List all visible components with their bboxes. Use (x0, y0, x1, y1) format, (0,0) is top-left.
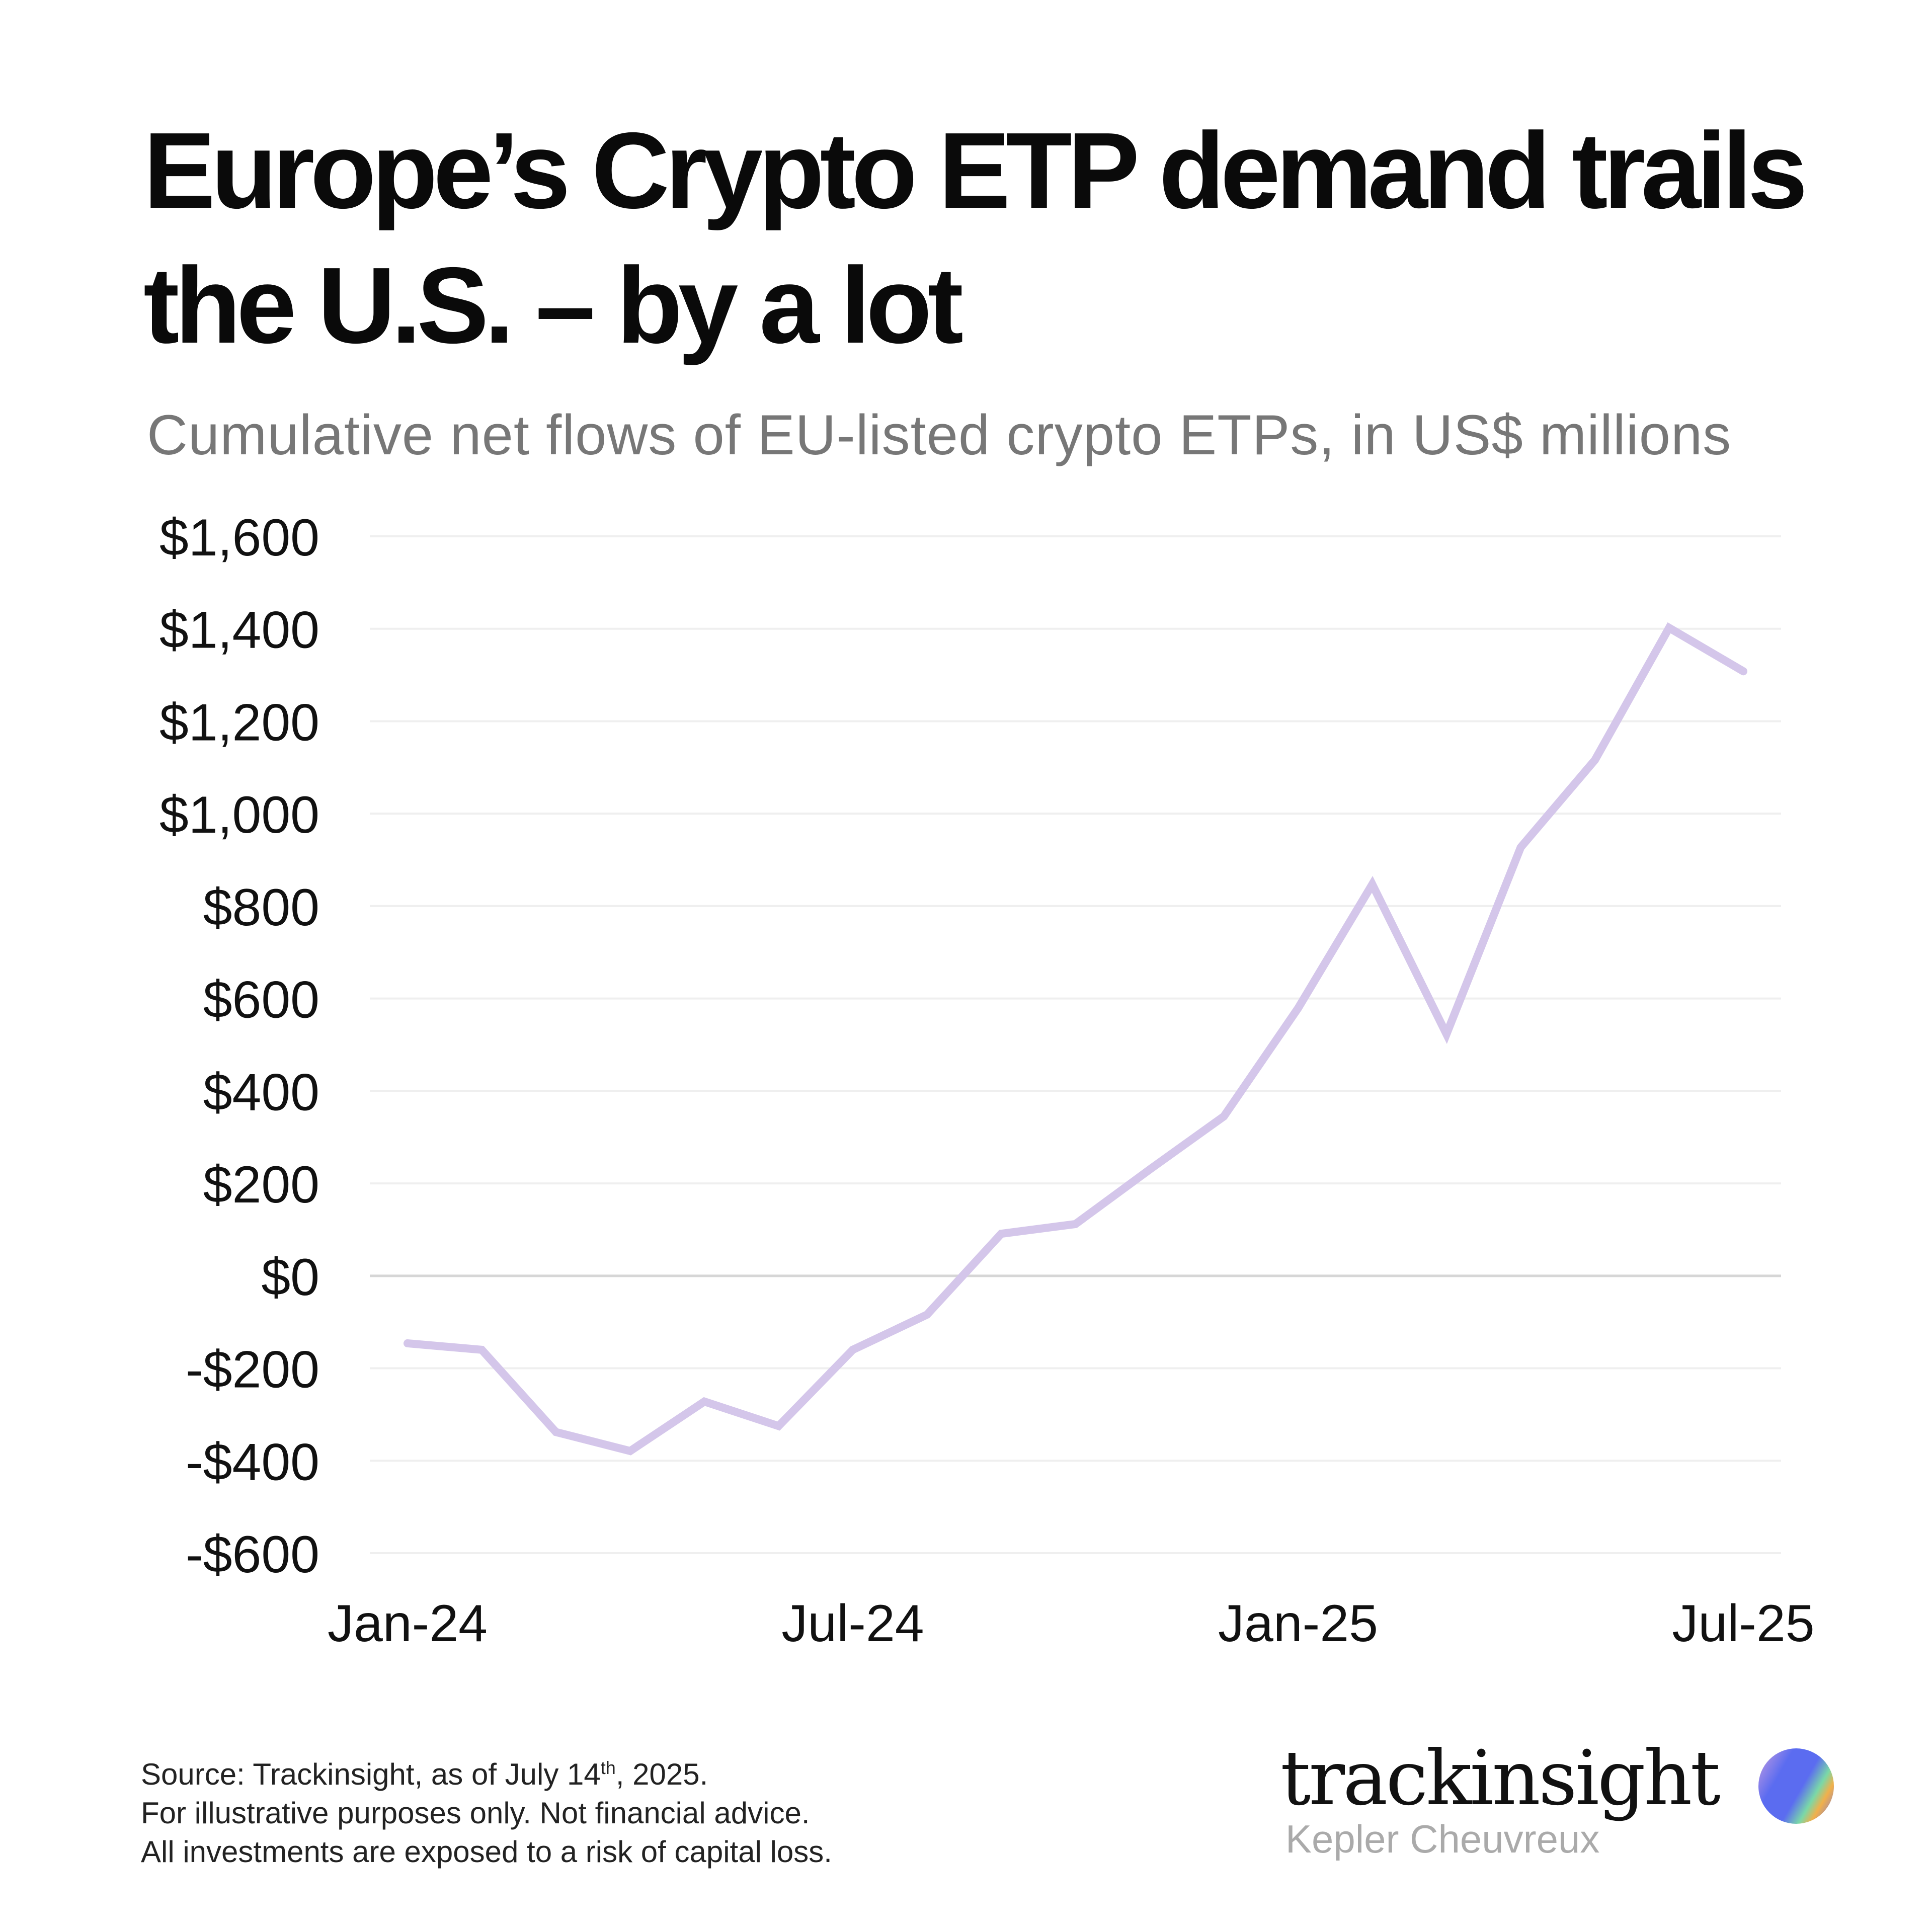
footer-notes: Source: Trackinsight, as of July 14th, 2… (141, 1748, 832, 1871)
y-tick-label: $800 (203, 878, 319, 937)
y-tick-label: $200 (203, 1156, 319, 1214)
y-tick-label: $1,200 (159, 693, 319, 752)
y-tick-label: $600 (203, 971, 319, 1029)
source-note: Source: Trackinsight, as of July 14th, 2… (141, 1757, 708, 1791)
x-tick-label: Jul-24 (781, 1594, 924, 1653)
chart-title: Europe’s Crypto ETP demand trails the U.… (143, 110, 1808, 366)
chart-subtitle: Cumulative net flows of EU-listed crypto… (147, 404, 1732, 466)
logo-wordmark: trackinsight (1280, 1735, 1721, 1822)
series-line (404, 622, 1747, 1456)
y-axis-labels: $1,600 $1,400 $1,200 $1,000 $800 $600 $400 $200… (159, 509, 319, 1584)
x-axis-labels: Jan-24 Jul-24 Jan-25 Jul-25 (328, 1594, 1815, 1653)
line-chart: $1,600 $1,400 $1,200 $1,000 $800 $600 $400 $200… (159, 509, 1815, 1653)
y-tick-label: -$400 (186, 1433, 319, 1491)
y-tick-label: $1,000 (159, 786, 319, 844)
disclaimer-line: For illustrative purposes only. Not fina… (141, 1796, 810, 1830)
y-tick-label: -$600 (186, 1525, 319, 1584)
trackinsight-logo: trackinsight Kepler Cheuvreux (1280, 1735, 1834, 1861)
x-tick-label: Jul-25 (1672, 1594, 1814, 1653)
series (404, 622, 1747, 1456)
y-tick-label: $400 (203, 1063, 319, 1121)
y-tick-label: $1,600 (159, 509, 319, 567)
y-tick-label: -$200 (186, 1341, 319, 1399)
logo-subtitle: Kepler Cheuvreux (1285, 1817, 1600, 1861)
gridlines (370, 535, 1781, 1554)
y-tick-label: $1,400 (159, 601, 319, 660)
risk-line: All investments are exposed to a risk of… (141, 1835, 832, 1869)
y-tick-label: $0 (261, 1248, 319, 1307)
x-tick-label: Jan-25 (1218, 1594, 1378, 1653)
logo-orb-icon (1758, 1748, 1834, 1824)
x-tick-label: Jan-24 (328, 1594, 488, 1653)
